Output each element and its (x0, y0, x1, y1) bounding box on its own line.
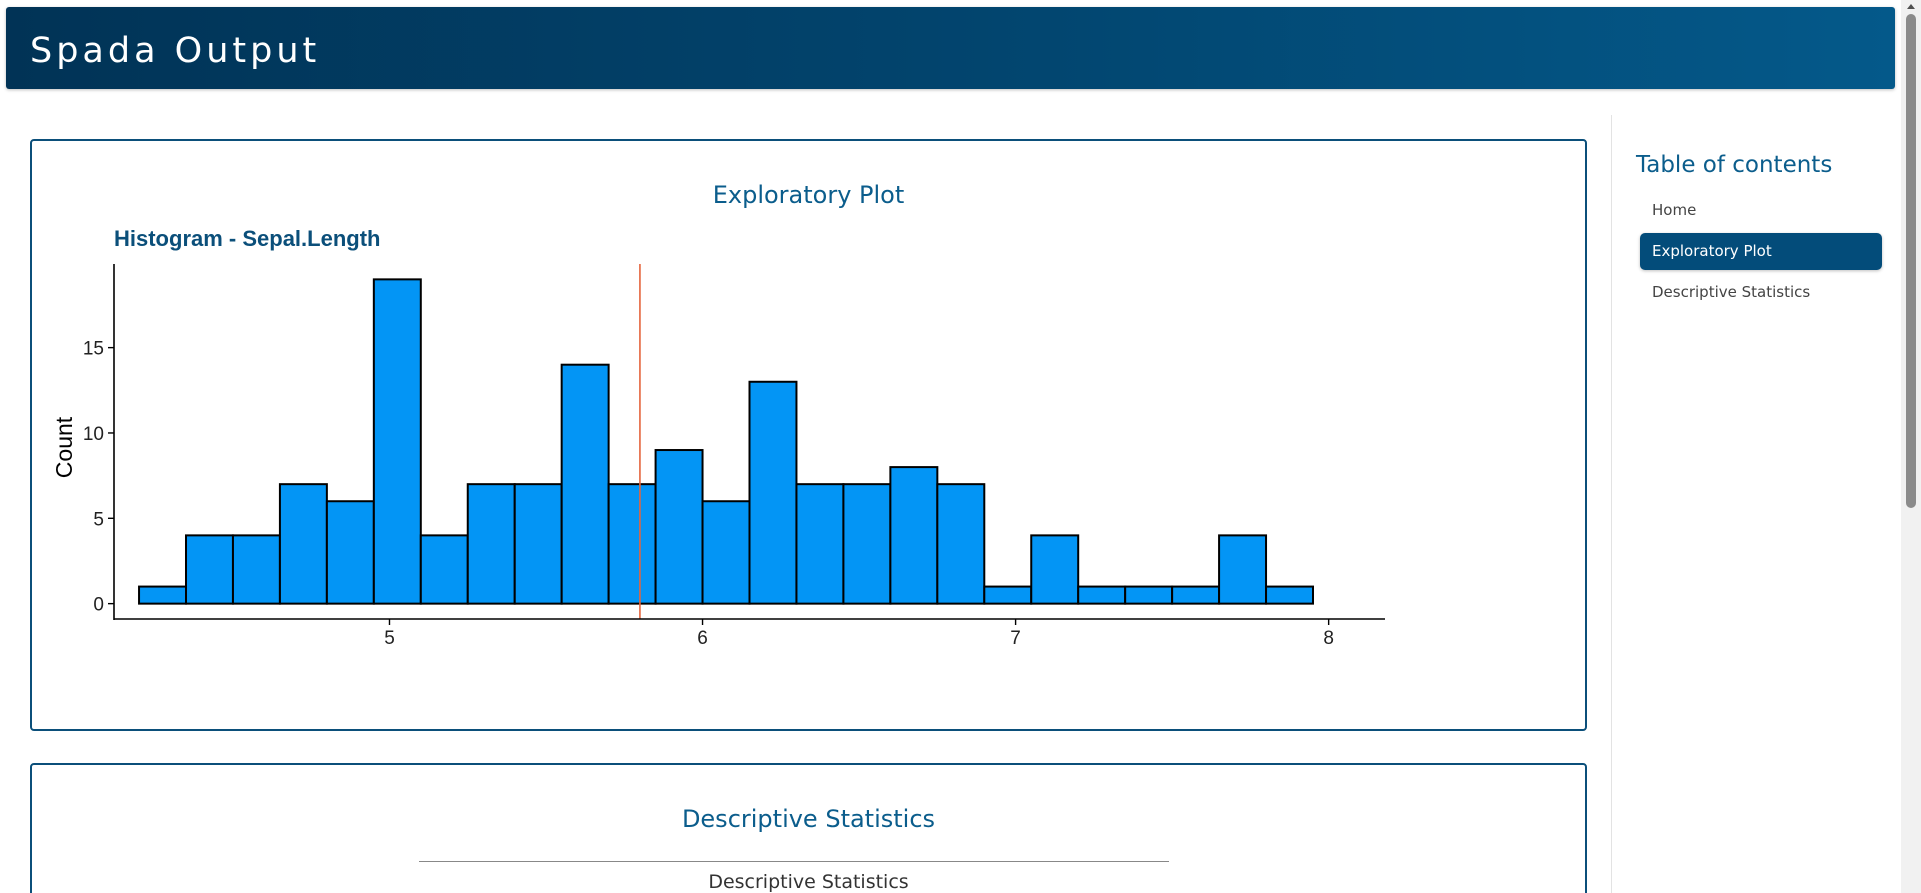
histogram-bar (325, 500, 375, 605)
histogram-bar (138, 585, 188, 605)
histogram-chart: Histogram - Sepal.Length Count 0 5 10 15 5 6 7 8 (51, 226, 1385, 649)
histogram-bar (1218, 534, 1268, 605)
histogram-bar (607, 483, 657, 605)
histogram-bar (1124, 585, 1174, 605)
exploratory-plot-heading: Exploratory Plot (712, 181, 905, 209)
histogram-bar (278, 483, 328, 605)
app-title: Spada Output (30, 31, 321, 71)
y-tick-label: 5 (93, 509, 104, 530)
table-of-contents: Table of contents Home Exploratory Plot … (1636, 152, 1886, 315)
histogram-bar (1171, 585, 1221, 605)
x-tick-label: 5 (384, 628, 395, 649)
histogram-bar (1265, 585, 1314, 605)
toc-title: Table of contents (1636, 152, 1833, 178)
y-tick-label: 15 (83, 339, 104, 360)
app-header: Spada Output (6, 7, 1895, 89)
histogram-bar (560, 363, 610, 605)
histogram-bar (513, 483, 563, 605)
scroll-up-arrow-icon[interactable] (1907, 4, 1915, 9)
histogram-bar (185, 534, 234, 605)
x-tick-label: 7 (1010, 628, 1021, 649)
descriptive-statistics-card: Descriptive Statistics Descriptive Stati… (30, 763, 1587, 893)
scrollbar-thumb[interactable] (1906, 14, 1916, 508)
y-tick-label: 0 (93, 595, 104, 616)
histogram-bar (654, 449, 704, 605)
histogram-bar (842, 483, 892, 605)
histogram-bar (936, 483, 986, 605)
toc-item-exploratory-plot[interactable]: Exploratory Plot (1640, 233, 1882, 270)
histogram-bar (1030, 534, 1080, 605)
descriptive-statistics-heading: Descriptive Statistics (681, 805, 936, 833)
histogram-bar (1077, 585, 1127, 605)
histogram-bar (795, 483, 845, 605)
toc-divider (1611, 115, 1612, 893)
toc-item-home[interactable]: Home (1652, 201, 1697, 219)
vertical-scrollbar[interactable] (1901, 0, 1921, 893)
x-tick-label: 6 (697, 628, 708, 649)
histogram-bar (701, 500, 751, 605)
x-tick-label: 8 (1323, 628, 1334, 649)
table-top-rule (419, 861, 1169, 862)
histogram-bar (748, 380, 798, 605)
histogram-bar (419, 534, 469, 605)
histogram-bar (372, 278, 422, 605)
histogram-bar (466, 483, 516, 605)
y-tick-label: 10 (83, 424, 104, 445)
y-axis-label: Count (51, 416, 77, 478)
exploratory-plot-card: Exploratory Plot Histogram - Sepal.Lengt… (30, 139, 1587, 731)
histogram-bar (889, 466, 939, 605)
histogram-bar (983, 585, 1033, 605)
toc-item-descriptive-statistics[interactable]: Descriptive Statistics (1652, 283, 1811, 301)
table-caption: Descriptive Statistics (708, 871, 909, 893)
chart-title: Histogram - Sepal.Length (114, 226, 380, 251)
histogram-bar (231, 534, 281, 605)
